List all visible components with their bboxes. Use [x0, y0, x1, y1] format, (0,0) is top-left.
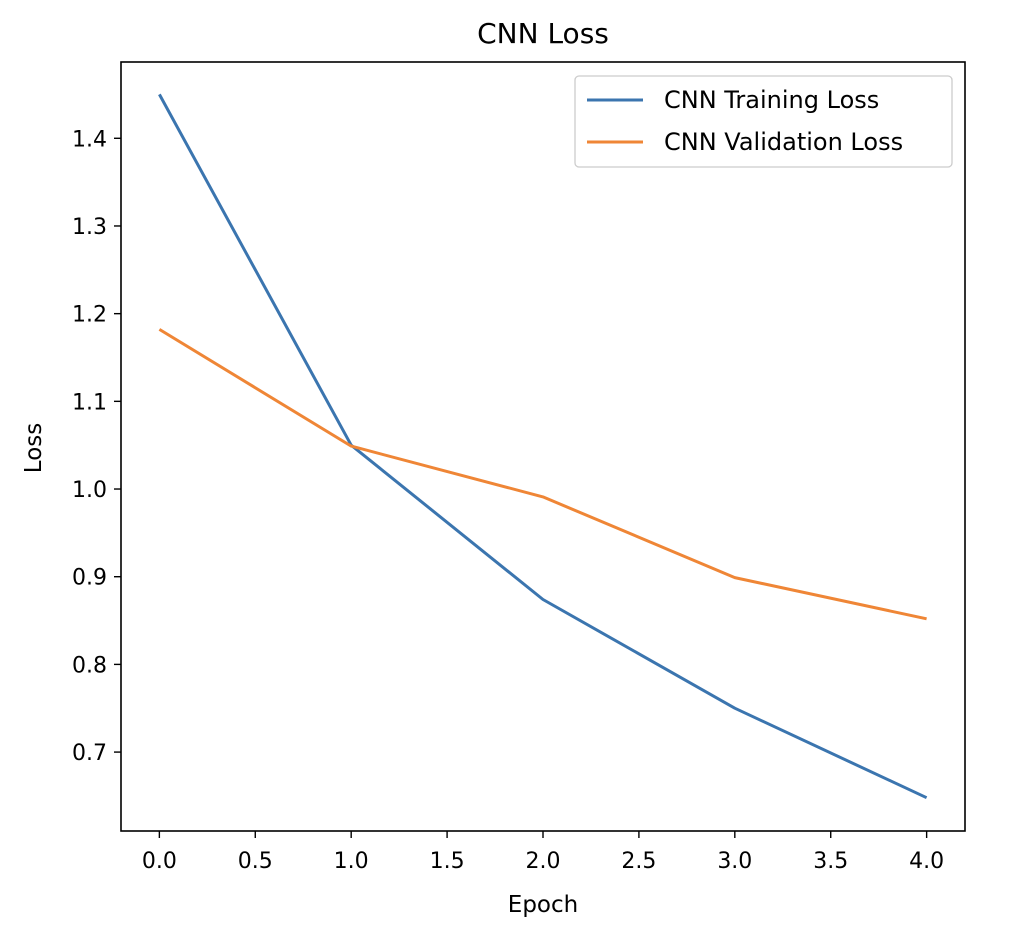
x-tick-label: 0.5: [238, 849, 273, 874]
legend-box: [574, 75, 953, 168]
chart-title: CNN Loss: [477, 17, 609, 50]
x-tick-label: 3.0: [717, 849, 752, 874]
x-tick-label: 4.0: [909, 849, 944, 874]
y-axis-ticks: 0.7 0.8 0.9 1.0 1.1 1.2 1.3 1.4: [72, 127, 121, 766]
y-tick-label: 0.8: [72, 653, 107, 678]
legend-label: CNN Validation Loss: [664, 128, 903, 156]
x-tick-label: 1.0: [334, 849, 369, 874]
legend: CNN Training Loss CNN Validation Loss: [574, 75, 953, 168]
series-line-validation-loss: [158, 328, 927, 621]
y-tick-label: 0.7: [72, 741, 107, 766]
y-axis-label: Loss: [21, 423, 47, 473]
y-tick-label: 0.9: [72, 566, 107, 591]
x-tick-label: 2.0: [526, 849, 561, 874]
legend-label: CNN Training Loss: [664, 86, 879, 114]
series-line-training-loss: [158, 93, 928, 800]
x-tick-label: 3.5: [813, 849, 848, 874]
x-axis-label: Epoch: [508, 892, 578, 918]
x-axis-ticks: 0.0 0.5 1.0 1.5 2.0 2.5 3.0 3.5 4.0: [142, 831, 944, 874]
plot-lines: [158, 93, 928, 800]
x-tick-label: 0.0: [142, 849, 177, 874]
x-tick-label: 1.5: [430, 849, 465, 874]
y-tick-label: 1.1: [72, 390, 107, 415]
y-tick-label: 1.0: [72, 478, 107, 503]
plot-frame: [120, 61, 966, 832]
y-tick-label: 1.4: [72, 127, 107, 152]
x-tick-label: 2.5: [621, 849, 656, 874]
y-tick-label: 1.2: [72, 303, 107, 328]
y-tick-label: 1.3: [72, 215, 107, 240]
